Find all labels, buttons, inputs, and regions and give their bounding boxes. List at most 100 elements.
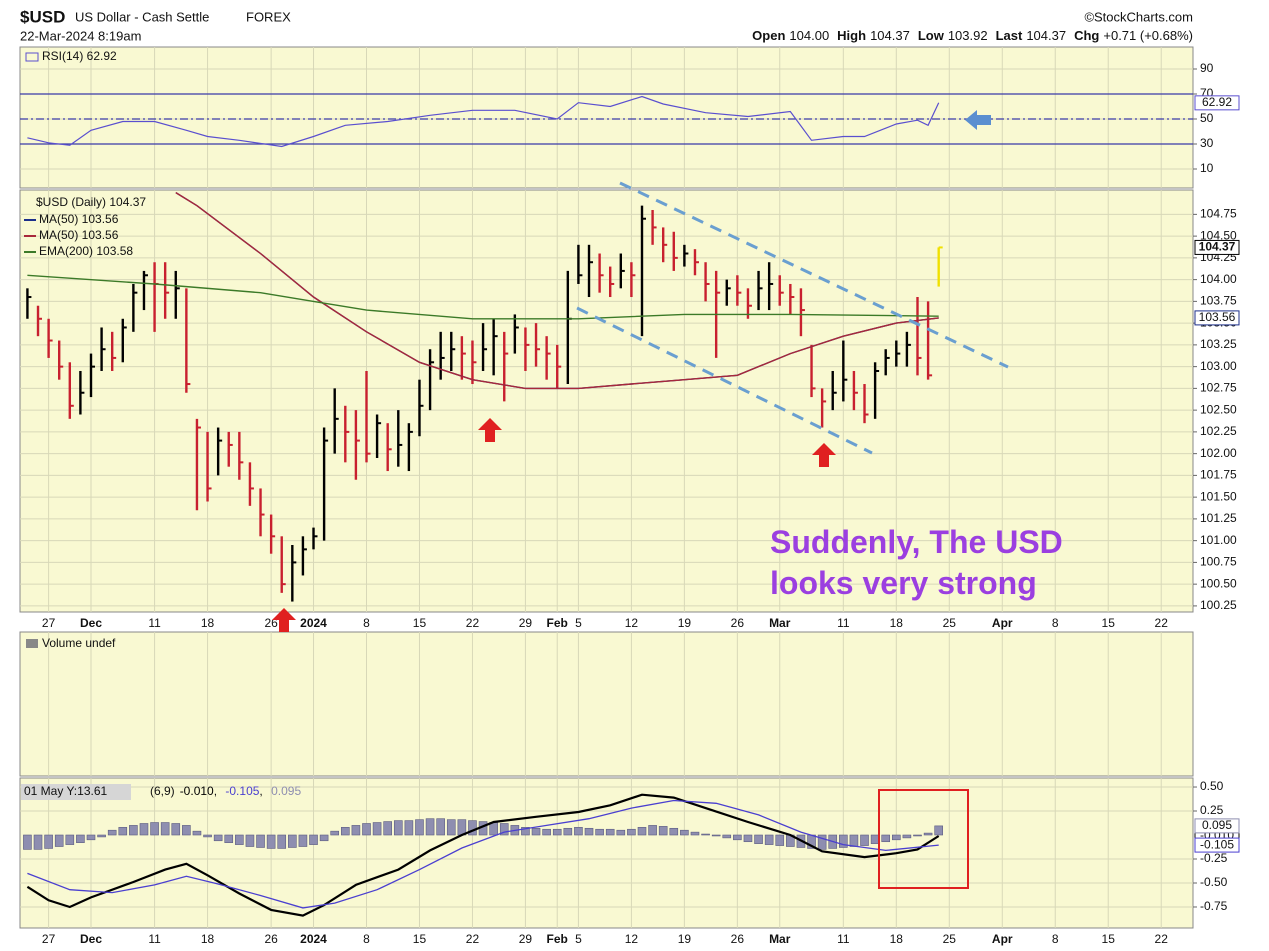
- histogram-bar: [531, 827, 541, 836]
- histogram-bar: [298, 834, 308, 847]
- y-tick-label: 103.75: [1200, 294, 1237, 308]
- series-line: [27, 274, 939, 320]
- series-line: [175, 192, 939, 390]
- value-box-label: -0.105: [1200, 837, 1234, 851]
- x-tick-label: 18: [890, 616, 904, 630]
- histogram-bar: [86, 834, 96, 841]
- x-tick-label: 8: [1052, 932, 1059, 946]
- highlight-box: [878, 789, 969, 889]
- quote-value: 104.37: [1026, 28, 1066, 43]
- y-tick-label: 103.25: [1200, 337, 1237, 351]
- date: 22-Mar-2024 8:19am: [20, 28, 141, 43]
- y-tick-label: 101.75: [1200, 468, 1237, 482]
- histogram-bar: [256, 834, 265, 848]
- x-tick-label: 5: [575, 932, 582, 946]
- x-tick-label: 15: [1102, 932, 1116, 946]
- histogram-bar: [288, 834, 297, 848]
- x-tick-label: 29: [519, 932, 533, 946]
- x-tick-label: 12: [625, 932, 639, 946]
- quote-label: Chg: [1074, 28, 1099, 43]
- title-value: -0.010: [180, 784, 214, 798]
- x-tick-label: 22: [1155, 932, 1169, 946]
- y-tick-label: 100.25: [1200, 598, 1237, 612]
- histogram-bar: [436, 818, 445, 836]
- value-box: [1194, 837, 1240, 853]
- histogram-bar: [139, 823, 149, 836]
- quote-value: +0.71 (+0.68%): [1103, 28, 1193, 43]
- x-tick-label: Mar: [769, 932, 791, 946]
- x-tick-label: 8: [1052, 616, 1059, 630]
- histogram-bar: [563, 827, 573, 836]
- histogram-bar: [383, 821, 392, 836]
- quote-value: 104.37: [870, 28, 910, 43]
- y-tick-label: 101.00: [1200, 533, 1237, 547]
- histogram-bar: [521, 827, 530, 836]
- histogram-bar: [669, 827, 679, 836]
- x-tick-label: 26: [264, 932, 278, 946]
- quote-label: Last: [996, 28, 1023, 43]
- tooltip: 01 May Y:13.61: [24, 784, 108, 798]
- histogram-bar: [817, 834, 827, 850]
- x-tick-label: 27: [42, 616, 56, 630]
- y-tick-label: 104.00: [1200, 272, 1237, 286]
- y-tick-label: 102.50: [1200, 402, 1237, 416]
- histogram-bar: [902, 834, 912, 839]
- x-tick-label: Apr: [992, 616, 1013, 630]
- legend-swatch: [25, 52, 39, 62]
- histogram-bar: [54, 834, 64, 847]
- x-tick-label: 22: [1155, 616, 1169, 630]
- histogram-bar: [616, 829, 626, 836]
- x-tick-label: 25: [943, 932, 957, 946]
- histogram-bar: [97, 834, 106, 838]
- panel-background: [19, 631, 1194, 777]
- symbol: $USD: [20, 7, 65, 26]
- x-tick-label: 15: [413, 932, 427, 946]
- x-tick-label: 18: [201, 932, 215, 946]
- panel-title: Volume undef: [42, 636, 116, 650]
- histogram-bar: [489, 822, 498, 836]
- title-value: 0.095: [271, 784, 301, 798]
- exchange: FOREX: [246, 9, 291, 24]
- histogram-bar: [203, 834, 212, 838]
- panel-background: [19, 46, 1194, 189]
- histogram-bar: [266, 834, 276, 849]
- x-tick-label: 29: [519, 616, 533, 630]
- histogram-bar: [160, 822, 170, 836]
- x-tick-label: 18: [201, 616, 215, 630]
- histogram-bar: [404, 820, 414, 836]
- x-tick-label: 11: [148, 932, 161, 946]
- value-box-label: 103.56: [1199, 310, 1236, 324]
- histogram-bar: [870, 834, 880, 844]
- histogram-bar: [648, 825, 657, 836]
- histogram-bar: [605, 828, 615, 836]
- tooltip-box: [21, 784, 131, 800]
- x-tick-label: 15: [1102, 616, 1116, 630]
- x-tick-label: Dec: [80, 616, 102, 630]
- histogram-bar: [425, 818, 435, 836]
- histogram-bar: [764, 834, 774, 845]
- quote-text: Open 104.00 High 104.37 Low 103.92 Last 104.37 C…: [752, 28, 1193, 43]
- histogram-bar: [372, 822, 382, 836]
- histogram-bar: [150, 822, 159, 836]
- histogram-bar: [245, 834, 255, 847]
- histogram-bar: [839, 834, 848, 848]
- y-tick-label: 101.25: [1200, 511, 1237, 525]
- y-tick-label: 104.50: [1200, 228, 1237, 242]
- legend-label: RSI(14) 62.92: [42, 49, 117, 63]
- histogram-bar: [118, 827, 128, 836]
- histogram-bar: [584, 827, 594, 836]
- histogram-bar: [627, 828, 636, 836]
- histogram-bar: [595, 828, 604, 836]
- histogram-bar: [913, 834, 922, 837]
- histogram-bar: [552, 828, 562, 836]
- histogram-bar: [341, 827, 350, 836]
- histogram-bar: [76, 834, 85, 843]
- panel-background: [19, 777, 1194, 929]
- y-tick-label: 102.25: [1200, 424, 1237, 438]
- x-tick-label: 11: [837, 932, 850, 946]
- histogram-bar: [733, 834, 742, 841]
- y-tick-label: 30: [1200, 136, 1214, 150]
- x-tick-label: Feb: [547, 616, 568, 630]
- histogram-bar: [658, 826, 668, 836]
- y-tick-label: 0.25: [1200, 803, 1224, 817]
